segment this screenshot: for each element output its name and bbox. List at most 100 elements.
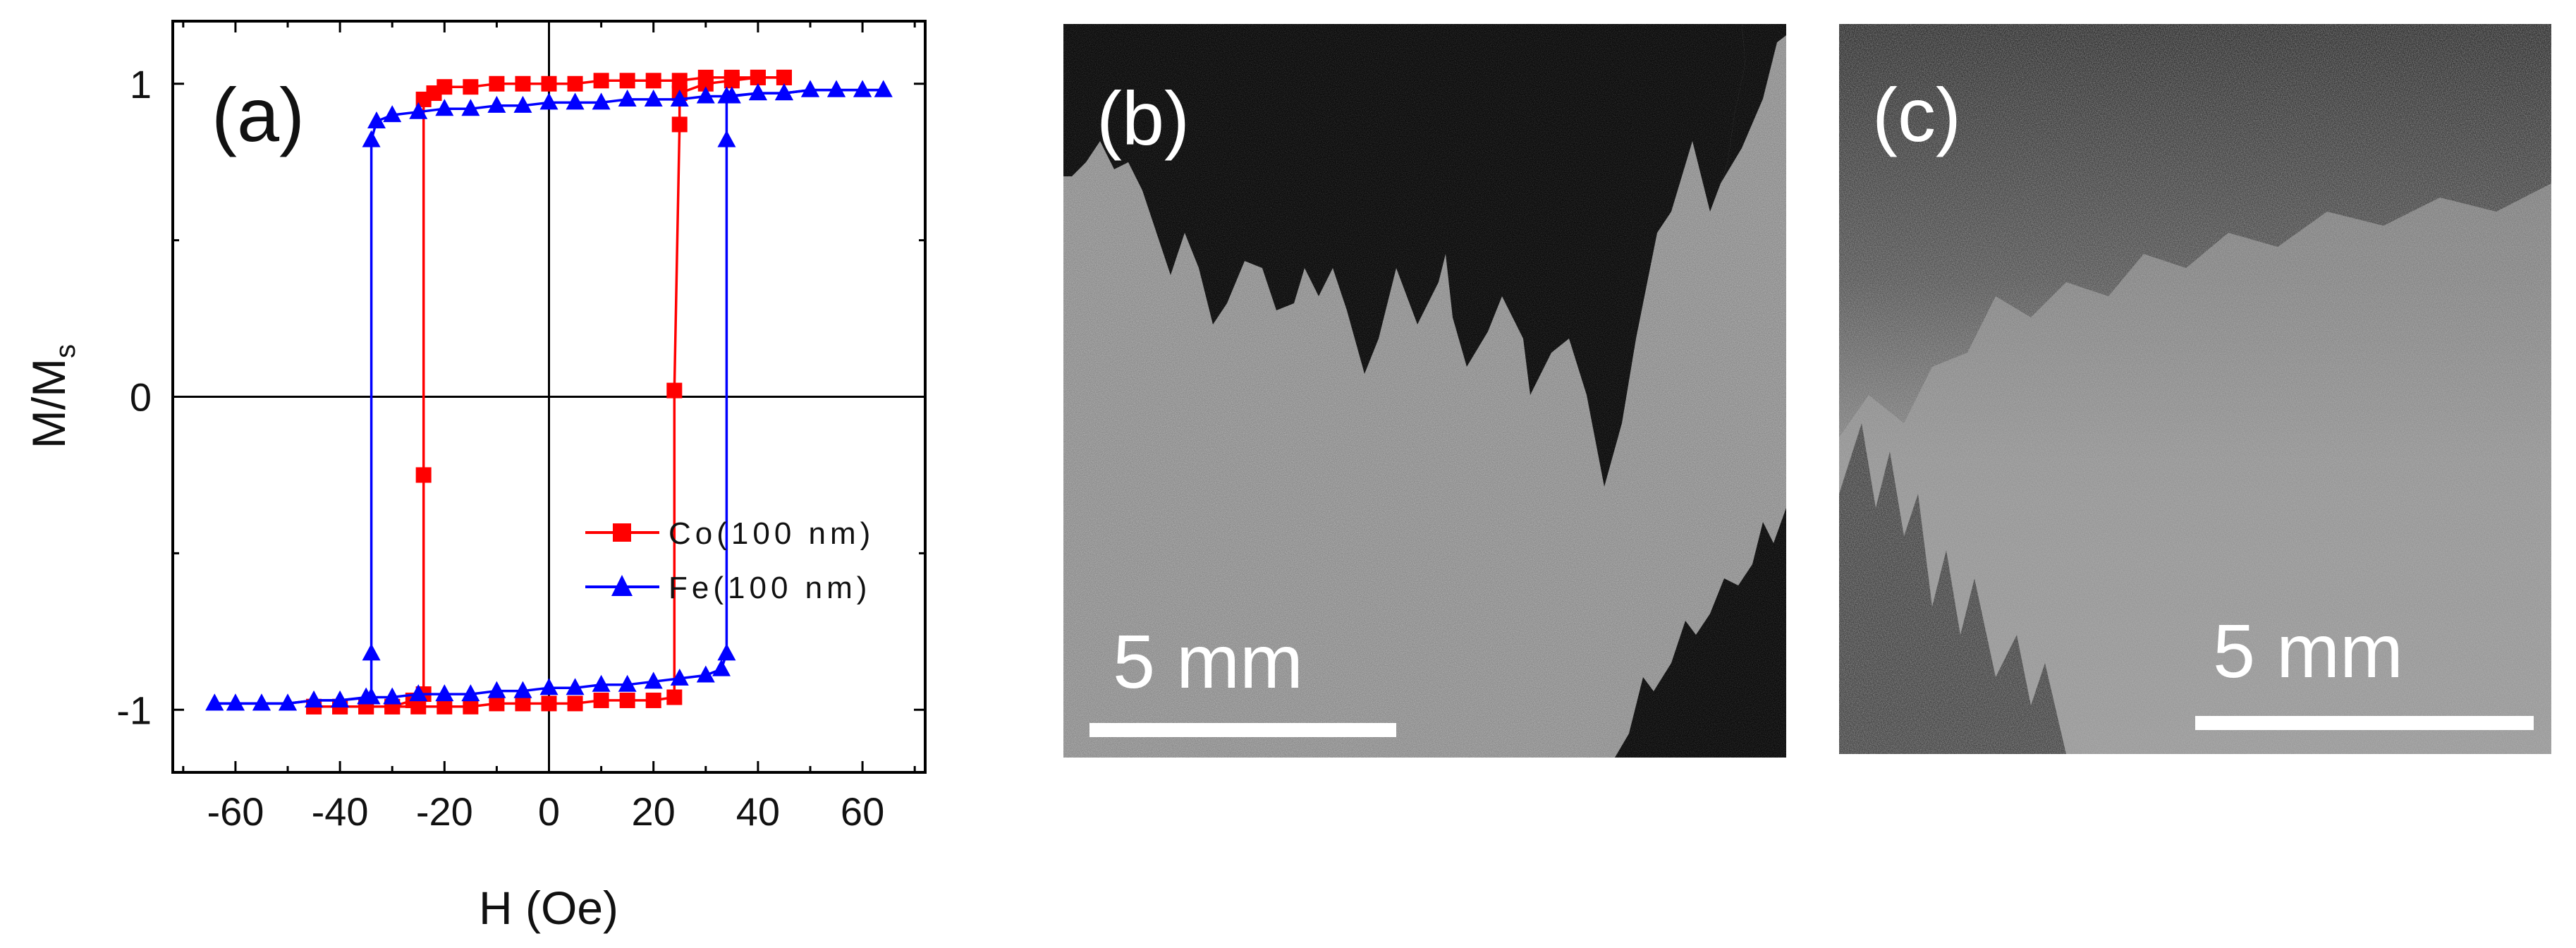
hysteresis-chart: -60 -40 -20 0 20 40 60 -1 0 1 (a) H (Oe) M/Ms Co(… <box>23 20 927 934</box>
scale-bar-label-c: 5 mm <box>2213 608 2403 693</box>
data-point-fe <box>566 92 585 110</box>
data-point-fe <box>644 672 663 689</box>
image-b-noise-overlay <box>1063 24 1786 758</box>
data-point-fe <box>487 681 506 698</box>
data-point-fe <box>383 687 402 705</box>
data-point-fe <box>717 643 736 661</box>
data-point-fe <box>461 99 480 116</box>
x-tick-label: -60 <box>207 789 264 834</box>
axes: -60 -40 -20 0 20 40 60 -1 0 1 <box>116 21 925 834</box>
x-axis-label: H (Oe) <box>479 882 618 934</box>
data-point-fe <box>774 83 793 101</box>
legend: Co(100 nm) Fe(100 nm) <box>585 516 874 605</box>
y-axis-label: M/Ms <box>23 344 81 449</box>
data-point-co <box>541 75 557 92</box>
data-point-fe <box>696 665 715 683</box>
data-point-fe <box>362 643 381 661</box>
data-point-fe <box>226 693 245 711</box>
data-point-fe <box>252 693 271 711</box>
data-point-fe <box>592 674 611 692</box>
data-point-fe <box>435 684 454 702</box>
panel-label-a: (a) <box>212 72 305 157</box>
data-point-co <box>567 75 583 92</box>
data-point-fe <box>409 684 428 702</box>
svg-text:M/Ms: M/Ms <box>23 344 81 449</box>
y-tick-label: 0 <box>130 375 152 420</box>
data-point-co <box>645 73 661 89</box>
series-line-co-ascending <box>314 76 784 708</box>
data-point-co <box>619 692 635 708</box>
data-point-fe <box>461 684 480 702</box>
legend-label-fe: Fe(100 nm) <box>669 571 871 605</box>
data-point-fe <box>696 86 715 104</box>
data-point-fe <box>305 690 324 707</box>
x-tick-label: 20 <box>632 789 676 834</box>
data-point-co <box>410 698 427 715</box>
data-point-co <box>697 75 714 92</box>
data-point-co <box>593 692 609 708</box>
data-point-co <box>776 69 792 85</box>
domain-image-b: (b) 5 mm <box>1063 24 1786 758</box>
data-point-fe <box>205 693 224 711</box>
data-point-fe <box>513 681 532 698</box>
scale-bar-b <box>1089 723 1396 737</box>
data-point-fe <box>357 687 376 705</box>
data-point-fe <box>592 92 611 110</box>
y-axis-label-main: M/M <box>23 358 75 449</box>
data-point-fe <box>670 89 689 107</box>
data-point-fe <box>618 89 637 107</box>
x-tick-label: 0 <box>538 789 560 834</box>
data-point-co <box>415 91 432 107</box>
data-point-co <box>593 73 609 89</box>
panel-label-c: (c) <box>1872 72 1961 157</box>
data-point-fe <box>539 92 558 110</box>
data-point-co <box>437 698 453 715</box>
data-point-co <box>463 698 479 715</box>
x-tick-label: 40 <box>736 789 780 834</box>
data-point-co <box>515 75 531 92</box>
data-point-fe <box>717 130 736 147</box>
data-point-fe <box>827 80 846 97</box>
data-point-co <box>666 382 683 399</box>
data-point-fe <box>670 668 689 686</box>
data-point-fe <box>435 99 454 116</box>
x-tick-label: -20 <box>416 789 473 834</box>
data-point-co <box>463 79 479 95</box>
data-point-fe <box>362 130 381 147</box>
data-point-co <box>515 695 531 712</box>
legend-marker-fe <box>611 575 633 596</box>
data-point-co <box>750 69 766 85</box>
data-point-fe <box>513 95 532 113</box>
data-point-co <box>541 695 557 712</box>
y-axis-label-sub: s <box>50 344 81 358</box>
y-tick-label: -1 <box>116 688 152 732</box>
data-point-fe <box>331 690 350 707</box>
data-point-fe <box>539 678 558 695</box>
data-point-fe <box>800 80 819 97</box>
data-point-fe <box>712 659 731 676</box>
data-point-fe <box>874 80 893 97</box>
data-point-fe <box>279 693 298 711</box>
data-point-co <box>671 116 688 133</box>
data-point-co <box>489 695 505 712</box>
panel-label-b: (b) <box>1097 75 1190 161</box>
image-c-noise <box>1839 24 2551 754</box>
data-point-fe <box>644 89 663 107</box>
data-point-fe <box>748 83 767 101</box>
x-tick-label: -40 <box>312 789 369 834</box>
legend-label-co: Co(100 nm) <box>669 516 874 551</box>
data-point-fe <box>487 95 506 113</box>
data-point-co <box>489 75 505 92</box>
legend-marker-co <box>613 523 631 542</box>
scale-bar-label-b: 5 mm <box>1113 619 1303 704</box>
data-point-fe <box>383 105 402 123</box>
data-point-co <box>567 695 583 712</box>
series-group <box>205 69 893 715</box>
domain-image-c: (c) 5 mm <box>1839 24 2551 754</box>
data-point-co <box>415 467 432 483</box>
data-point-co <box>724 73 740 89</box>
data-point-fe <box>409 102 428 119</box>
data-point-co <box>645 692 661 708</box>
data-point-co <box>619 73 635 89</box>
